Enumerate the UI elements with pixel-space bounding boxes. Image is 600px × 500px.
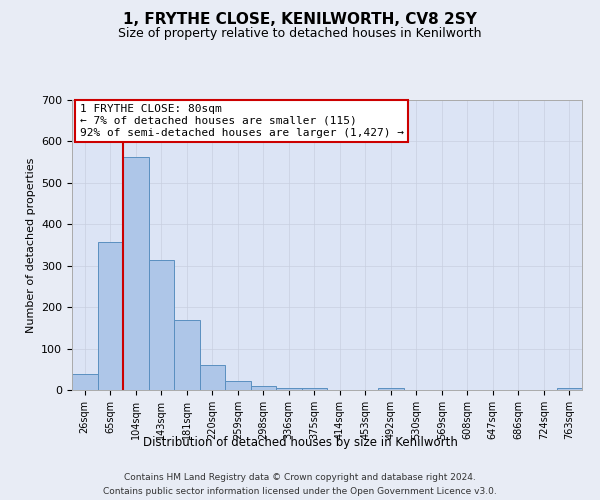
Text: Contains public sector information licensed under the Open Government Licence v3: Contains public sector information licen… — [103, 486, 497, 496]
Text: Size of property relative to detached houses in Kenilworth: Size of property relative to detached ho… — [118, 28, 482, 40]
Bar — [557, 388, 582, 390]
Bar — [302, 388, 327, 390]
Bar — [199, 365, 225, 390]
Y-axis label: Number of detached properties: Number of detached properties — [26, 158, 35, 332]
Text: Distribution of detached houses by size in Kenilworth: Distribution of detached houses by size … — [143, 436, 457, 449]
Bar — [149, 260, 174, 390]
Bar — [174, 320, 199, 390]
Text: 1, FRYTHE CLOSE, KENILWORTH, CV8 2SY: 1, FRYTHE CLOSE, KENILWORTH, CV8 2SY — [123, 12, 477, 28]
Bar — [97, 242, 123, 390]
Bar — [72, 374, 97, 390]
Bar — [225, 381, 251, 390]
Text: 1 FRYTHE CLOSE: 80sqm
← 7% of detached houses are smaller (115)
92% of semi-deta: 1 FRYTHE CLOSE: 80sqm ← 7% of detached h… — [80, 104, 404, 138]
Bar — [378, 388, 404, 390]
Bar — [251, 386, 276, 390]
Bar — [276, 388, 302, 390]
Text: Contains HM Land Registry data © Crown copyright and database right 2024.: Contains HM Land Registry data © Crown c… — [124, 473, 476, 482]
Bar — [123, 157, 149, 390]
